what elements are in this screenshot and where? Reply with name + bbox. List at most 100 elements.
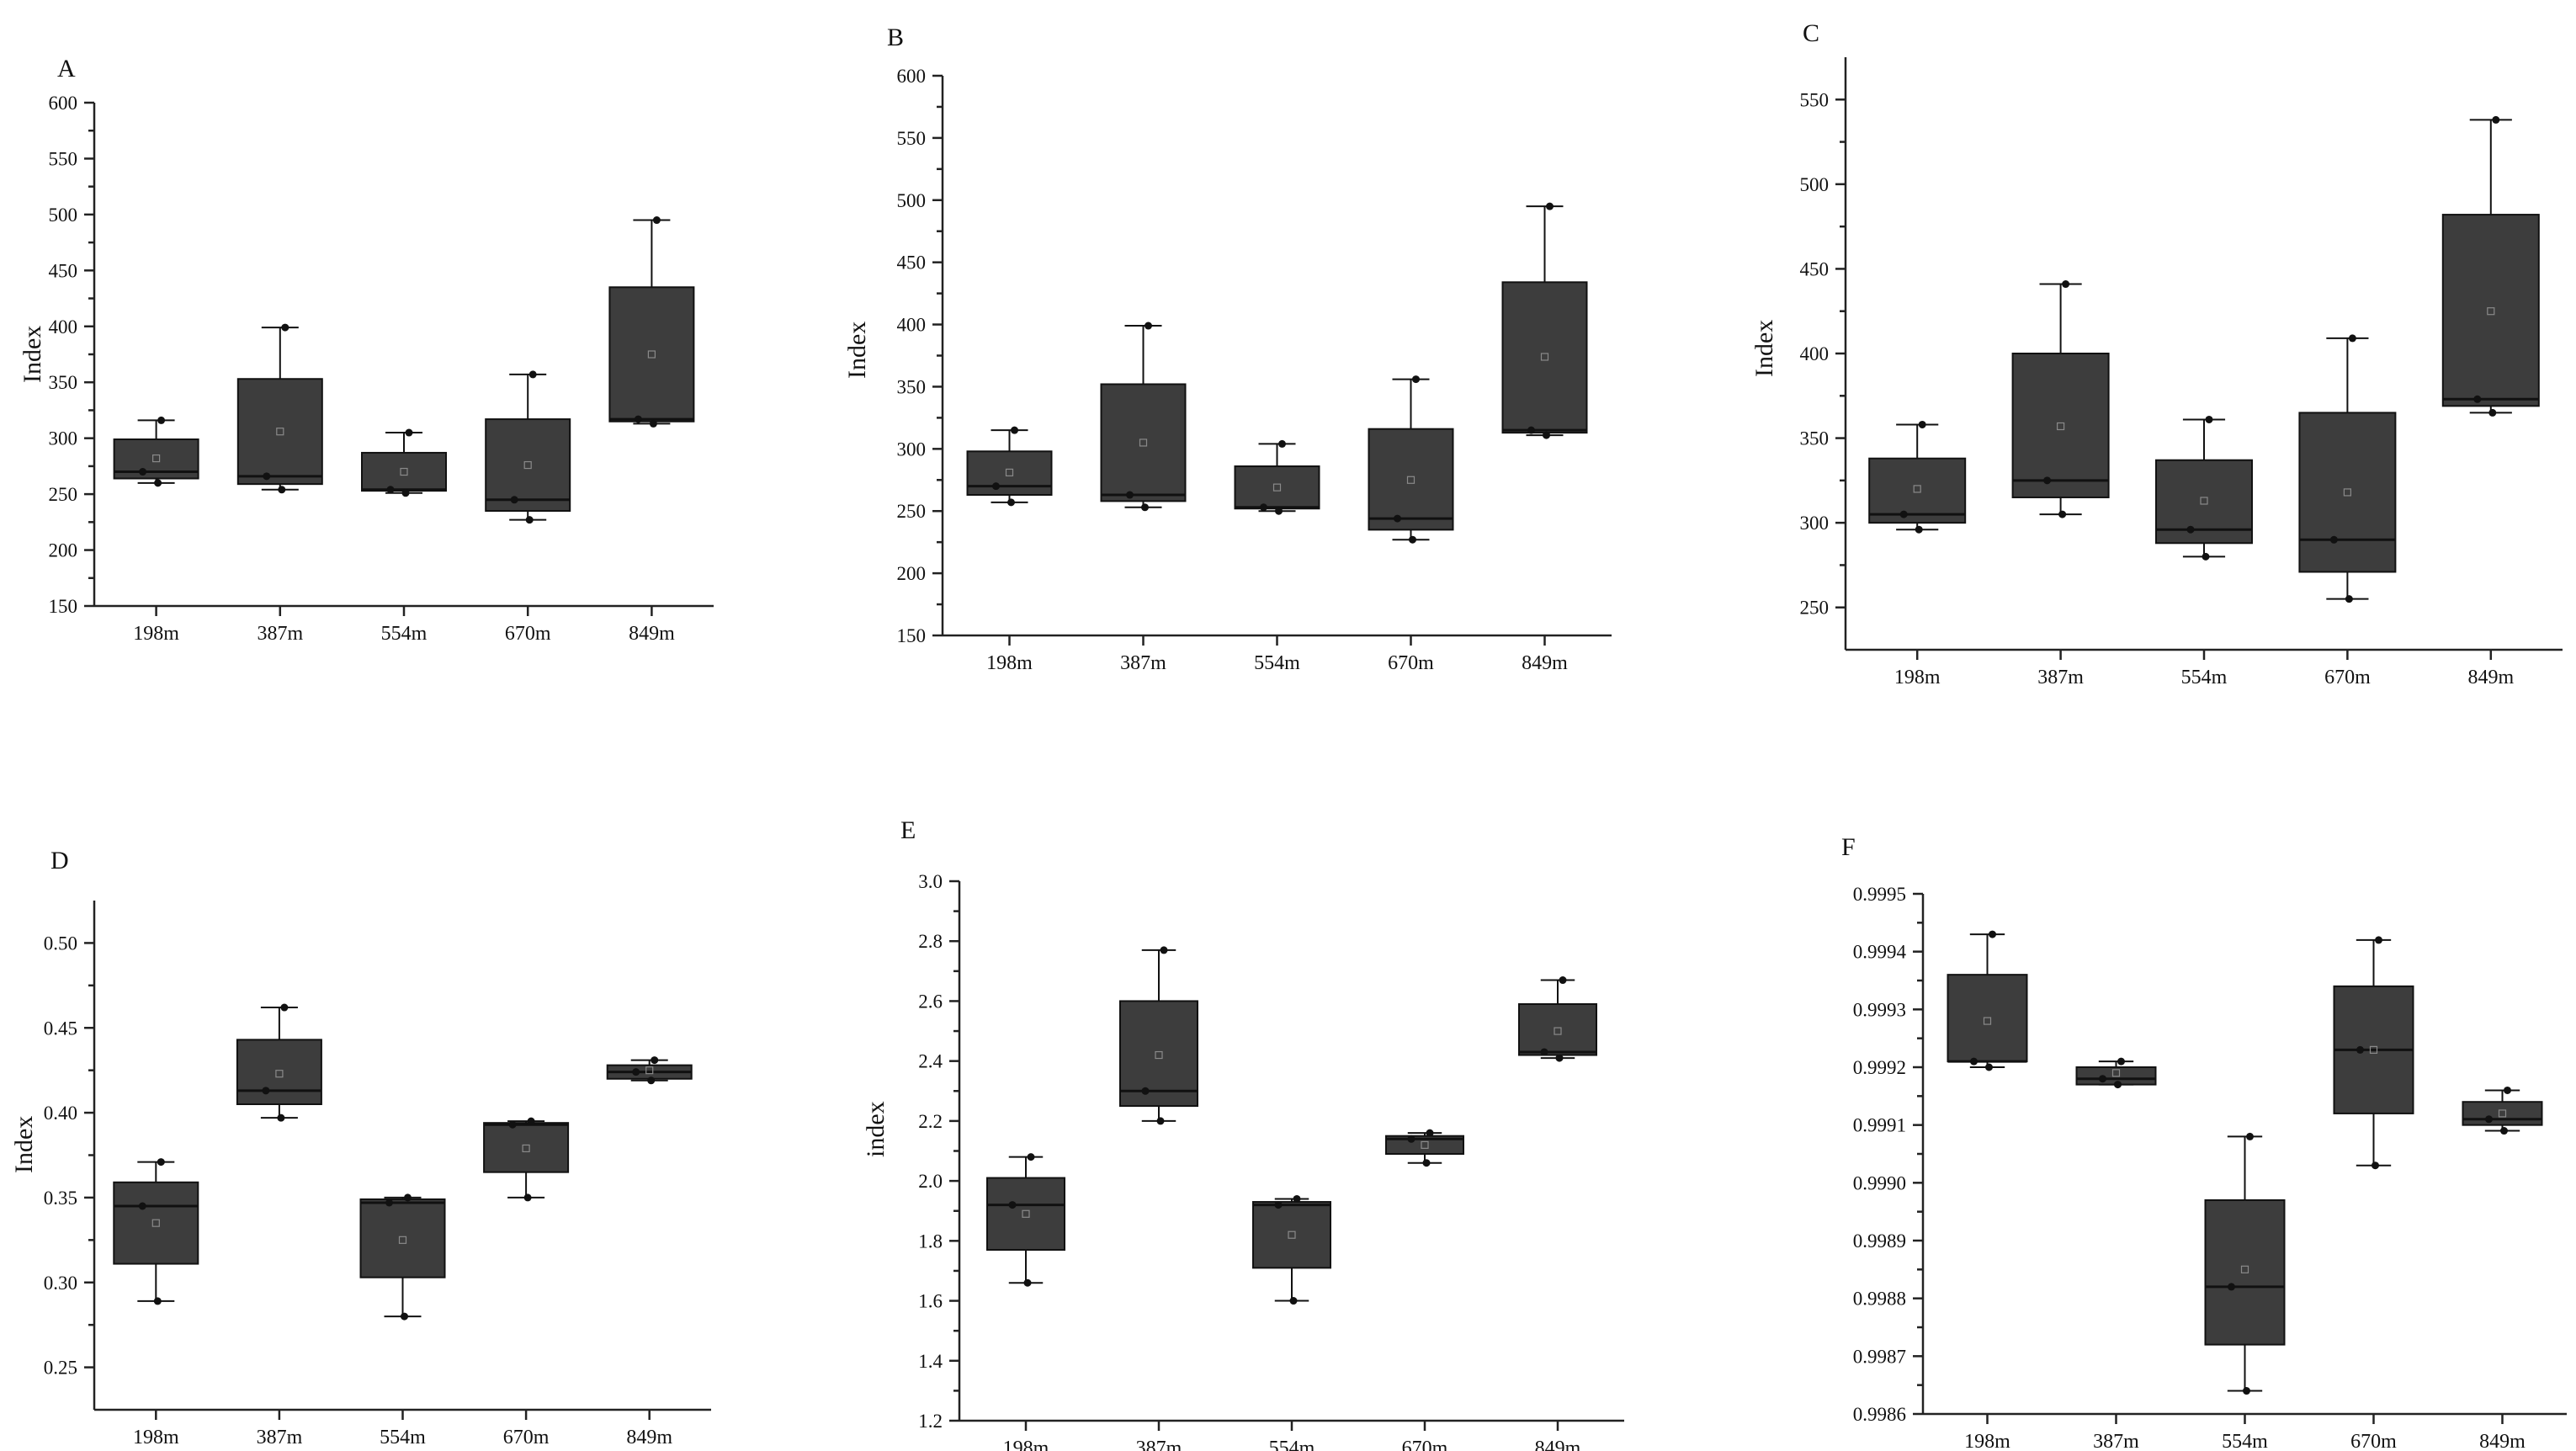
data-point	[523, 1193, 532, 1202]
data-point	[634, 415, 642, 423]
data-point	[138, 1202, 146, 1210]
data-point	[2485, 1115, 2493, 1124]
iqr-box	[1119, 1000, 1198, 1108]
data-point	[1008, 1201, 1017, 1209]
panel-label: F	[1841, 833, 1856, 861]
mean-marker	[2200, 497, 2208, 505]
data-point	[1527, 426, 1535, 434]
data-point	[1141, 1087, 1150, 1095]
y-tick-label: 600	[49, 93, 78, 114]
y-tick-label: 0.25	[44, 1358, 77, 1379]
y-tick-label: 2.0	[918, 1171, 943, 1192]
y-tick-label: 400	[49, 316, 78, 338]
iqr-box	[608, 286, 695, 423]
data-point	[2246, 1132, 2254, 1140]
data-point	[2243, 1387, 2250, 1395]
y-tick-label: 3.0	[918, 871, 943, 892]
data-point	[1546, 202, 1554, 210]
box-plot-e: 1.2 1.4 1.6 1.8 2.0 2.2 2.4 2.6 2.8 3.0 198m 387m 55…	[918, 871, 1624, 1451]
x-tick-label: 849m	[1535, 1438, 1581, 1451]
iqr-box	[483, 1122, 570, 1173]
y-tick-label: 0.35	[44, 1188, 77, 1209]
data-point	[632, 1068, 640, 1076]
data-point	[153, 1297, 162, 1305]
data-point	[401, 489, 410, 497]
data-point	[2205, 415, 2213, 423]
y-tick-label: 450	[1800, 258, 1830, 279]
x-tick-label: 849m	[626, 1427, 672, 1448]
mean-marker	[1272, 483, 1282, 492]
x-tick-label: 554m	[381, 623, 428, 645]
iqr-box	[2441, 214, 2540, 407]
mean-marker	[645, 1066, 654, 1075]
x-tick-label: 849m	[2467, 667, 2514, 688]
data-point	[1407, 1135, 1415, 1143]
x-tick-label: 198m	[986, 652, 1033, 674]
data-point	[1394, 514, 1401, 523]
data-point	[1027, 1153, 1035, 1161]
iqr-box	[359, 1198, 446, 1278]
mean-marker	[398, 1236, 407, 1244]
mean-marker	[151, 1219, 160, 1227]
y-tick-label: 250	[49, 484, 78, 505]
x-tick-label: 198m	[1003, 1438, 1049, 1451]
data-point	[528, 370, 537, 379]
y-tick-label: 0.50	[44, 933, 77, 954]
y-tick-label: 0.9995	[1853, 884, 1906, 905]
panel-b: B Index 150 200 250 300 350 400 450 500 550 600 19…	[833, 17, 1658, 682]
iqr-box	[966, 450, 1053, 497]
iqr-box	[113, 1181, 199, 1265]
panel-label: A	[57, 55, 76, 82]
mean-marker	[1406, 476, 1415, 484]
data-point	[2473, 395, 2482, 403]
x-tick-label: 670m	[505, 623, 551, 645]
data-point	[2372, 1161, 2379, 1170]
y-tick-label: 0.45	[44, 1018, 77, 1039]
y-tick-label: 0.9992	[1853, 1057, 1906, 1078]
mean-marker	[1913, 485, 1921, 493]
iqr-box	[361, 451, 447, 492]
x-tick-label: 554m	[1269, 1438, 1315, 1451]
mean-marker	[1983, 1017, 1992, 1025]
data-point	[1011, 426, 1018, 434]
iqr-box	[236, 1039, 322, 1105]
data-point	[1555, 1054, 1564, 1062]
data-point	[277, 1113, 285, 1122]
y-tick-label: 1.2	[918, 1411, 943, 1432]
mean-marker	[1421, 1140, 1429, 1149]
iqr-box	[1385, 1135, 1464, 1156]
y-tick-label: 550	[897, 128, 927, 149]
y-tick-label: 0.9994	[1853, 942, 1907, 963]
iqr-box	[986, 1177, 1065, 1252]
data-point	[1274, 1201, 1283, 1209]
data-point	[2500, 1127, 2508, 1135]
x-tick-label: 198m	[133, 1427, 179, 1448]
y-tick-label: 1.4	[918, 1351, 943, 1372]
x-tick-label: 849m	[1522, 652, 1568, 674]
data-point	[262, 1087, 270, 1095]
x-tick-label: 198m	[133, 623, 179, 645]
mean-marker	[2057, 422, 2065, 431]
data-point	[1540, 1048, 1548, 1056]
data-point	[2114, 1081, 2122, 1089]
mean-marker	[647, 350, 656, 359]
data-point	[1160, 946, 1168, 954]
data-point	[1156, 1117, 1165, 1125]
data-point	[1007, 498, 1015, 507]
y-tick-label: 0.9993	[1853, 999, 1906, 1020]
y-tick-label: 2.6	[918, 991, 943, 1012]
iqr-box	[1501, 281, 1588, 434]
data-point	[157, 1158, 165, 1167]
y-tick-label: 550	[1800, 89, 1830, 110]
iqr-box	[1100, 383, 1187, 502]
data-point	[405, 428, 413, 437]
data-point	[1985, 1063, 1993, 1071]
panel-a: A Index 150 200 250 300 350 400 450 500 550 600 19…	[0, 42, 757, 682]
mean-marker	[522, 1144, 530, 1153]
x-tick-label: 387m	[2093, 1431, 2139, 1451]
data-point	[1989, 930, 1996, 938]
y-tick-label: 350	[1800, 428, 1830, 449]
y-tick-label: 2.8	[918, 931, 943, 952]
data-point	[1559, 976, 1567, 985]
mean-marker	[2343, 488, 2352, 497]
